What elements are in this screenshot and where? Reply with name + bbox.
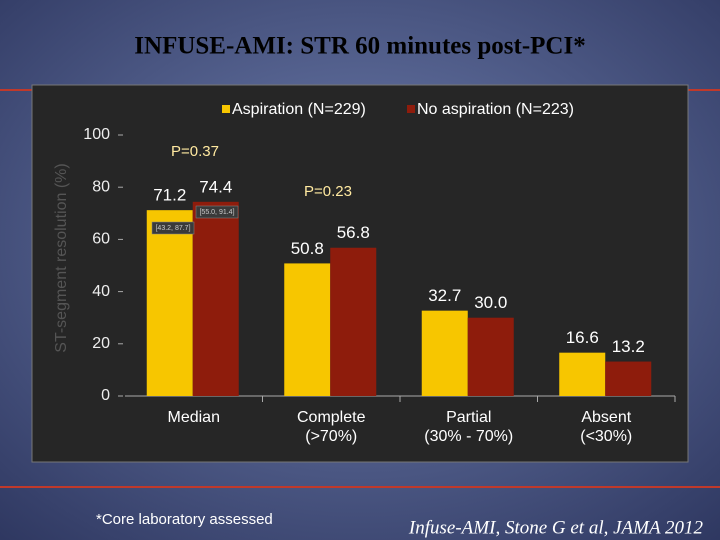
legend-swatch — [222, 105, 230, 113]
citation: Infuse-AMI, Stone G et al, JAMA 2012 — [408, 517, 704, 538]
x-tick-label: Partial (30% - 70%) — [424, 409, 513, 445]
data-label: 16.6 — [566, 328, 599, 347]
bar — [192, 201, 239, 396]
data-label: 74.4 — [199, 177, 232, 196]
legend-label: Aspiration (N=229) — [232, 101, 366, 118]
x-tick-label: Absent (<30%) — [580, 409, 632, 445]
bar — [605, 361, 652, 396]
y-tick-label: 100 — [83, 126, 110, 143]
legend-swatch — [407, 105, 415, 113]
y-tick-label: 60 — [92, 231, 110, 248]
footnote: *Core laboratory assessed — [96, 511, 273, 528]
data-label: 50.8 — [291, 239, 324, 258]
y-tick-label: 20 — [92, 335, 110, 352]
data-label: 56.8 — [337, 223, 370, 242]
bar — [421, 310, 468, 396]
bar — [146, 210, 193, 396]
ci-box — [151, 221, 195, 235]
y-axis-label: ST-segment resolution (%) — [53, 163, 70, 352]
x-tick-label: Median — [168, 409, 220, 426]
x-tick-label: Complete (>70%) — [297, 409, 366, 445]
data-label: 32.7 — [428, 286, 461, 305]
data-label: 13.2 — [612, 337, 645, 356]
ci-box — [195, 205, 239, 219]
bar — [330, 247, 377, 396]
y-tick-label: 80 — [92, 178, 110, 195]
annotation: [55.0, 91.4] — [199, 209, 234, 216]
annotation: P=0.37 — [171, 143, 219, 160]
data-label: 71.2 — [153, 186, 186, 205]
legend-label: No aspiration (N=223) — [417, 101, 574, 118]
y-tick-label: 0 — [101, 387, 110, 404]
annotation: [43.2, 87.7] — [155, 225, 190, 232]
bar — [467, 317, 514, 396]
bar — [559, 352, 606, 396]
y-tick-label: 40 — [92, 283, 110, 300]
annotation: P=0.23 — [304, 183, 352, 200]
data-label: 30.0 — [474, 293, 507, 312]
bar — [284, 263, 331, 396]
chart-title: INFUSE-AMI: STR 60 minutes post-PCI* — [134, 33, 585, 60]
